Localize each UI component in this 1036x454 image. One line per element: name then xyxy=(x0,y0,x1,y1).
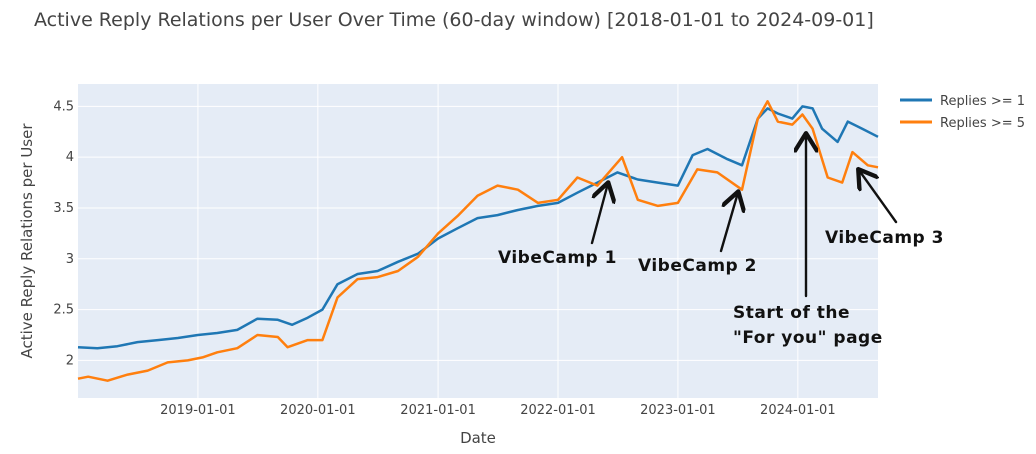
annotation-for-you-line1: Start of the xyxy=(733,303,850,323)
y-tick-label: 4 xyxy=(66,150,74,165)
y-tick-labels: 2 2.5 3 3.5 4 4.5 xyxy=(53,99,74,368)
legend-label-replies-5: Replies >= 5 xyxy=(940,116,1025,131)
annotations: VibeCamp 1 VibeCamp 2 Start of the "For … xyxy=(498,138,944,348)
y-tick-label: 2.5 xyxy=(53,303,74,318)
annotation-arrow-vibecamp-1 xyxy=(590,187,607,245)
annotation-vibecamp-2: VibeCamp 2 xyxy=(638,256,757,276)
x-tick-label: 2020-01-01 xyxy=(280,403,356,418)
chart-title: Active Reply Relations per User Over Tim… xyxy=(34,9,874,31)
legend[interactable]: Replies >= 1 Replies >= 5 xyxy=(900,94,1025,131)
legend-label-replies-1: Replies >= 1 xyxy=(940,94,1025,109)
annotation-vibecamp-3: VibeCamp 3 xyxy=(825,228,944,248)
annotation-arrow-vibecamp-2 xyxy=(719,196,737,253)
x-tick-label: 2019-01-01 xyxy=(160,403,236,418)
annotation-arrow-vibecamp-3 xyxy=(861,173,898,224)
annotation-for-you-line2: "For you" page xyxy=(733,328,883,348)
series-line-replies-1[interactable] xyxy=(77,105,879,350)
plot-background xyxy=(78,84,878,398)
x-tick-label: 2022-01-01 xyxy=(520,403,596,418)
x-tick-label: 2024-01-01 xyxy=(760,403,836,418)
y-tick-label: 3.5 xyxy=(53,201,74,216)
y-tick-label: 4.5 xyxy=(53,99,74,114)
y-tick-label: 3 xyxy=(66,252,74,267)
x-axis-title: Date xyxy=(460,429,496,447)
x-tick-label: 2023-01-01 xyxy=(640,403,716,418)
series-line-replies-5[interactable] xyxy=(77,100,879,382)
x-tick-labels: 2019-01-01 2020-01-01 2021-01-01 2022-01-01… xyxy=(160,403,835,418)
x-gridlines xyxy=(197,84,799,398)
y-tick-label: 2 xyxy=(66,353,74,368)
series-lines xyxy=(77,100,879,382)
x-tick-label: 2021-01-01 xyxy=(400,403,476,418)
annotation-vibecamp-1: VibeCamp 1 xyxy=(498,248,617,268)
y-axis-title: Active Reply Relations per User xyxy=(18,123,36,359)
